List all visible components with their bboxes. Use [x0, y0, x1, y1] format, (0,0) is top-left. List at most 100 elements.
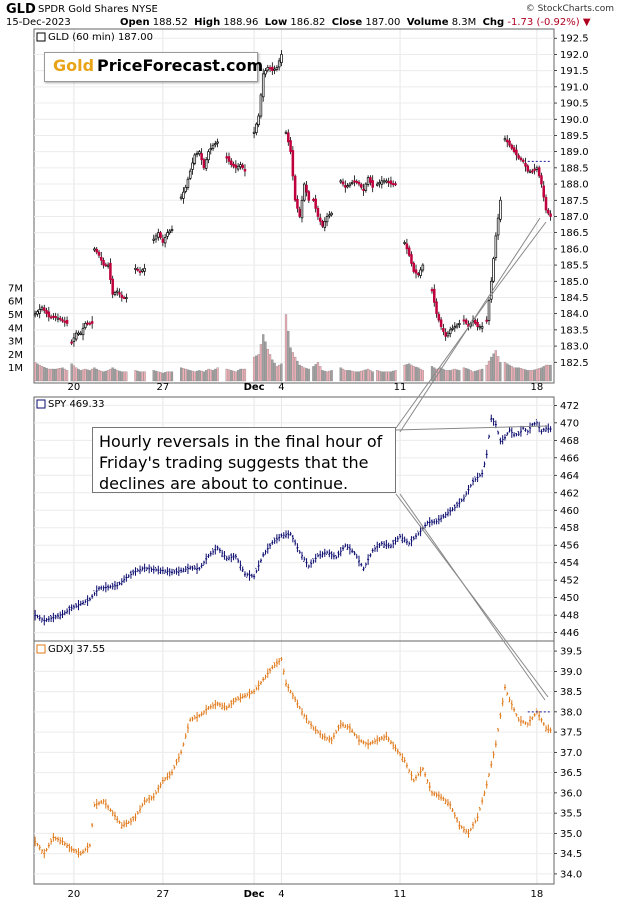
volume-bar [389, 371, 393, 382]
panel-frame [33, 640, 555, 885]
candle-body [134, 267, 137, 270]
candle-body [512, 147, 516, 153]
candle-body [339, 180, 343, 183]
candle-body [503, 138, 507, 141]
volume-bar [209, 369, 212, 382]
candle-body [524, 162, 527, 167]
volume-bar [275, 366, 279, 382]
candle-body [448, 329, 452, 335]
candle-body [535, 167, 539, 170]
gdxj-y-tick-label: 38.0 [560, 707, 582, 718]
candle-body [528, 170, 532, 173]
gld-y-tick-label: 188.0 [560, 180, 589, 191]
candle-body [72, 337, 76, 342]
candle-body [394, 183, 397, 186]
volume-bar [330, 370, 333, 382]
volume-bar [417, 367, 420, 382]
candle-body [216, 141, 219, 144]
volume-bar [95, 368, 98, 382]
volume-bar [230, 370, 233, 382]
candle-body [65, 319, 69, 324]
volume-bar [278, 364, 281, 382]
candle-body [478, 326, 482, 329]
volume-bar [262, 334, 265, 382]
volume-bar [394, 370, 397, 382]
candle-body [198, 151, 201, 155]
volume-bar [307, 368, 310, 382]
candle-body [325, 216, 329, 223]
volume-bar [252, 356, 256, 382]
volume-bar [59, 367, 62, 382]
volume-bar [469, 370, 472, 382]
candle-body [318, 217, 322, 222]
candle-body [487, 300, 491, 321]
candle-body [364, 183, 368, 191]
volume-tick-label: 6M [8, 297, 23, 308]
volume-bar [113, 368, 117, 382]
gld-y-tick-label: 191.5 [560, 66, 589, 77]
gdxj-y-tick-label: 36.0 [560, 788, 582, 799]
x-tick-label: 18 [531, 382, 544, 393]
symbol-label: GLD [6, 2, 36, 17]
candle-body [403, 242, 406, 244]
candle-body [362, 188, 365, 191]
spy-y-tick-label: 458 [560, 523, 579, 534]
volume-bar [38, 364, 41, 382]
candle-body [88, 322, 92, 325]
volume-bar [166, 371, 169, 382]
volume-bar [465, 368, 468, 382]
volume-bar [474, 370, 477, 382]
volume-bar [353, 371, 356, 382]
candle-body [111, 278, 114, 295]
candle-body [537, 167, 541, 177]
volume-bar [517, 367, 520, 382]
gld-y-tick-label: 184.0 [560, 309, 589, 320]
volume-bar [61, 367, 64, 382]
candle-body [517, 155, 520, 159]
candle-body [70, 341, 73, 344]
gld-y-tick-label: 186.5 [560, 228, 589, 239]
candle-body [549, 213, 552, 217]
candle-body [241, 164, 244, 169]
candle-body [321, 220, 324, 227]
volume-bar [510, 366, 513, 382]
candle-body [61, 319, 64, 322]
volume-bar [202, 371, 206, 382]
candle-body [109, 262, 112, 280]
volume-bar [533, 369, 536, 382]
candle-body [287, 132, 290, 143]
candle-body [77, 332, 80, 335]
candle-body [266, 67, 270, 71]
volume-bar [522, 368, 525, 382]
volume-bar [104, 370, 107, 382]
candle-body [277, 60, 281, 68]
volume-bar [182, 368, 185, 382]
volume-bar [531, 370, 534, 382]
candle-body [435, 301, 438, 315]
candle-body [102, 260, 105, 266]
candle-body [49, 316, 53, 319]
x-tick-label: 4 [278, 382, 284, 393]
candle-body [118, 292, 121, 295]
annotation-box: Hourly reversals in the final hour of Fr… [92, 427, 396, 493]
candle-body [264, 70, 267, 75]
candle-body [275, 67, 279, 70]
candle-body [163, 237, 167, 244]
volume-bar [287, 330, 290, 382]
spy-legend: SPY 469.33 [48, 399, 104, 410]
gld-y-tick-label: 187.5 [560, 196, 589, 207]
candle-body [391, 183, 395, 186]
spy-y-tick-label: 450 [560, 593, 579, 604]
candle-body [86, 322, 89, 325]
gld-y-tick-label: 191.0 [560, 82, 589, 93]
candle-body [419, 269, 422, 276]
candle-body [232, 163, 235, 167]
spy-y-tick-label: 462 [560, 488, 579, 499]
volume-bar [93, 367, 96, 382]
gdxj-y-tick-label: 39.0 [560, 667, 582, 678]
candle-body [485, 319, 488, 322]
volume-bar [237, 370, 240, 382]
volume-bar [118, 370, 121, 382]
volume-bar [200, 370, 203, 382]
volume-bar [305, 368, 308, 382]
